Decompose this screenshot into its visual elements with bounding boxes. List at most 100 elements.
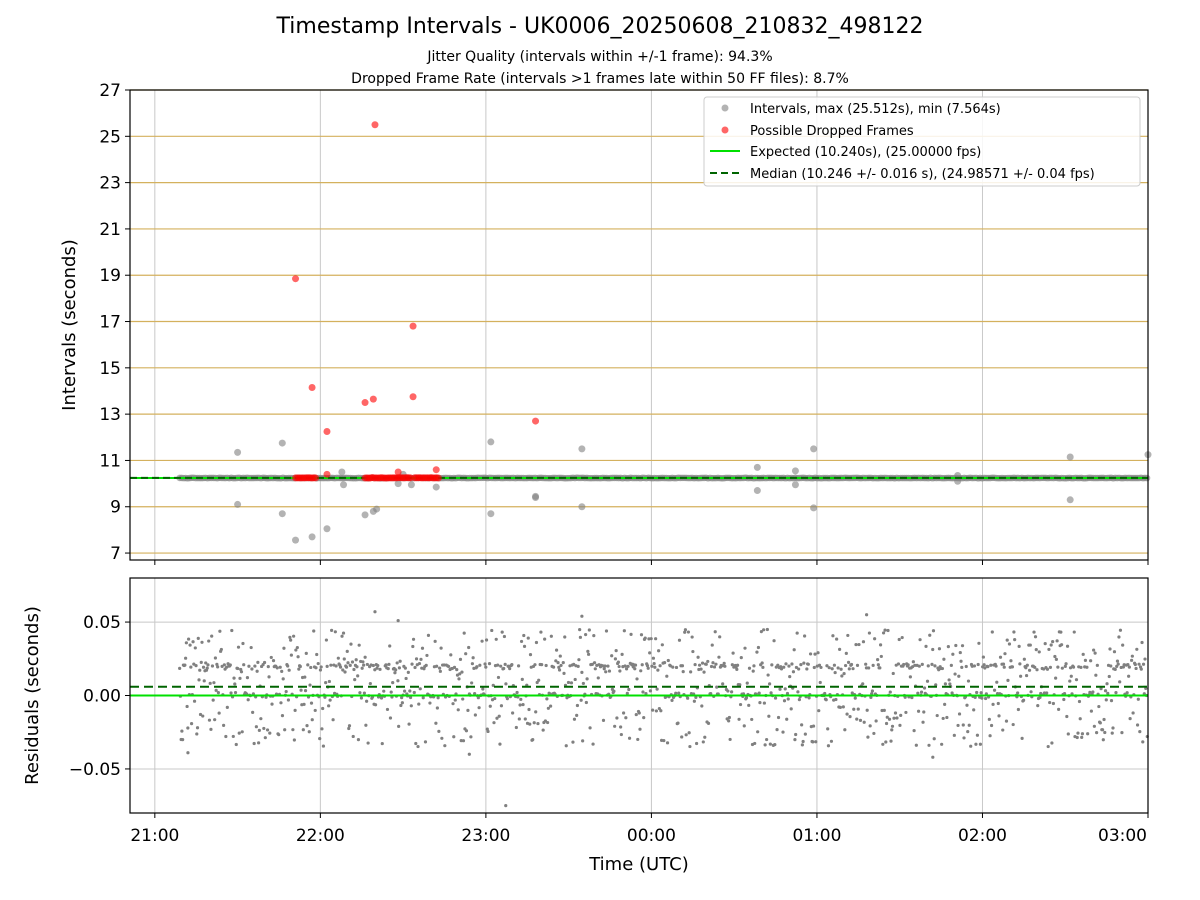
residual-point — [606, 664, 610, 668]
residual-point — [681, 670, 685, 674]
residual-point — [219, 647, 223, 652]
residual-point — [356, 738, 361, 742]
residual-point — [885, 715, 889, 719]
residual-point — [767, 714, 771, 718]
residual-point — [205, 666, 209, 670]
residual-point — [765, 627, 769, 632]
residual-point — [857, 642, 861, 647]
residual-point — [566, 680, 571, 685]
residual-point — [364, 723, 368, 727]
residual-point — [1114, 691, 1118, 695]
residual-point — [359, 696, 364, 700]
residual-point — [198, 712, 203, 717]
residual-point — [366, 741, 370, 745]
residual-point — [242, 663, 246, 667]
y-tick-label: 27 — [99, 81, 121, 101]
y-tick-label: 17 — [99, 313, 121, 333]
residual-point — [1134, 666, 1138, 671]
residual-point — [588, 726, 592, 730]
residual-point — [178, 666, 182, 671]
residual-point — [645, 663, 650, 668]
residual-point — [486, 729, 490, 734]
residual-point — [232, 676, 236, 680]
residual-point — [641, 690, 645, 694]
residual-point — [615, 716, 619, 720]
residual-point — [504, 804, 508, 808]
residual-point — [671, 665, 675, 669]
residual-point — [904, 710, 908, 715]
x-tick-label: 23:00 — [461, 826, 510, 846]
residual-point — [545, 697, 549, 701]
residual-point — [864, 662, 868, 666]
residual-point — [354, 658, 358, 662]
residual-point — [575, 703, 580, 708]
residual-point — [688, 744, 692, 749]
residual-point — [951, 652, 955, 656]
dropped-frame-point — [361, 399, 369, 407]
residual-point — [189, 665, 193, 669]
residual-point — [670, 698, 674, 702]
residual-point — [803, 732, 807, 736]
residual-point — [585, 677, 589, 681]
residual-point — [690, 635, 694, 639]
residual-point — [796, 690, 800, 694]
residual-point — [451, 702, 455, 706]
residual-point — [624, 716, 628, 720]
residual-point — [416, 744, 420, 749]
residual-point — [639, 669, 643, 673]
residual-point — [1089, 709, 1093, 713]
residual-point — [508, 667, 512, 671]
residual-point — [1130, 658, 1134, 662]
residual-point — [603, 664, 607, 668]
residual-point — [229, 691, 233, 695]
residual-point — [584, 633, 588, 637]
residual-point — [557, 665, 561, 669]
residual-point — [193, 646, 197, 650]
residual-point — [633, 667, 637, 671]
residual-point — [504, 682, 508, 686]
residual-point — [303, 675, 307, 679]
residual-point — [1104, 698, 1108, 702]
residual-point — [492, 721, 496, 725]
interval-point — [292, 536, 300, 544]
residual-point — [435, 664, 439, 668]
residual-point — [865, 708, 869, 712]
residual-point — [267, 675, 271, 679]
residual-point — [438, 669, 442, 673]
residual-point — [1068, 679, 1072, 683]
residual-point — [385, 707, 390, 712]
residual-point — [1111, 726, 1115, 730]
residual-point — [523, 717, 527, 721]
legend-expected-label: Expected (10.240s), (25.00000 fps) — [750, 145, 981, 160]
residual-point — [826, 744, 831, 748]
residual-point — [483, 662, 487, 666]
residual-point — [348, 663, 352, 667]
residual-point — [762, 628, 766, 632]
residual-point — [282, 646, 286, 650]
residual-point — [966, 730, 970, 734]
residual-point — [1007, 642, 1012, 646]
residual-point — [949, 663, 953, 667]
residual-point — [368, 681, 372, 686]
y-tick-label: 0.00 — [83, 687, 121, 707]
residual-point — [684, 733, 688, 737]
residual-point — [1141, 662, 1146, 666]
residual-point — [848, 715, 852, 719]
residual-point — [691, 649, 695, 654]
residual-point — [881, 742, 885, 746]
residual-point — [362, 691, 366, 695]
residual-point — [849, 662, 854, 667]
residual-point — [192, 699, 197, 703]
residual-point — [636, 737, 640, 742]
residual-point — [988, 734, 992, 738]
residual-point — [922, 686, 927, 690]
residual-point — [515, 690, 519, 695]
residual-point — [753, 741, 757, 746]
residual-point — [957, 712, 962, 716]
residual-point — [785, 691, 790, 696]
residual-point — [554, 659, 558, 663]
residual-point — [490, 628, 494, 633]
residual-point — [701, 740, 705, 744]
residual-point — [721, 682, 725, 686]
x-tick-label: 01:00 — [792, 826, 841, 846]
